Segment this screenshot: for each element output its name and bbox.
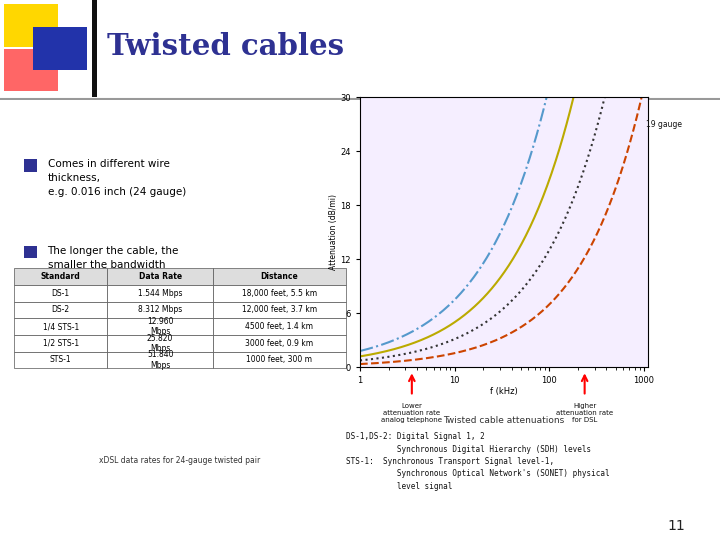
Text: The longer the cable, the
smaller the bandwidth: The longer the cable, the smaller the ba…: [48, 246, 179, 270]
Bar: [24, 246, 37, 258]
Text: Twisted cable attenuations: Twisted cable attenuations: [444, 416, 564, 425]
Text: Lower
attenuation rate
analog telephone: Lower attenuation rate analog telephone: [382, 403, 442, 423]
Bar: [4, 4, 58, 46]
Bar: [24, 159, 37, 172]
Y-axis label: Attenuation (dB/mi): Attenuation (dB/mi): [328, 194, 338, 270]
Bar: [4, 49, 58, 91]
Text: 19 gauge: 19 gauge: [646, 120, 682, 129]
Bar: [92, 0, 97, 97]
Text: xDSL data rates for 24-gauge twisted pair: xDSL data rates for 24-gauge twisted pai…: [99, 456, 261, 464]
X-axis label: f (kHz): f (kHz): [490, 387, 518, 396]
Bar: [33, 27, 87, 70]
Text: Higher
attenuation rate
for DSL: Higher attenuation rate for DSL: [556, 403, 613, 423]
Text: Comes in different wire
thickness,
e.g. 0.016 inch (24 gauge): Comes in different wire thickness, e.g. …: [48, 159, 186, 198]
Text: 11: 11: [668, 519, 685, 534]
Text: DS-1,DS-2: Digital Signal 1, 2
           Synchronous Digital Hierarchy (SDH) le: DS-1,DS-2: Digital Signal 1, 2 Synchrono…: [346, 432, 609, 491]
Text: Twisted cables: Twisted cables: [107, 32, 343, 61]
